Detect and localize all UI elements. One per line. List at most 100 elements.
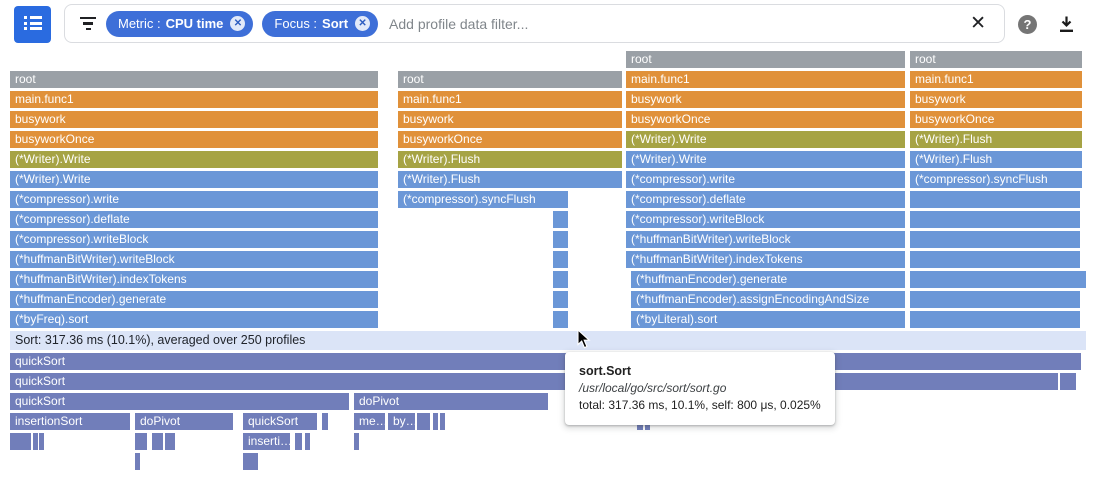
flame-bar[interactable]: (*Writer).Write xyxy=(10,171,378,188)
flame-bar[interactable]: quickSort xyxy=(10,393,349,410)
flame-bar[interactable]: inserti… xyxy=(243,433,290,450)
flame-bar[interactable] xyxy=(39,433,44,450)
flame-bar[interactable] xyxy=(910,291,1080,308)
flame-bar[interactable] xyxy=(553,311,568,328)
flame-bar[interactable]: quickSort xyxy=(10,373,1058,390)
flame-bar[interactable]: quickSort xyxy=(243,413,317,430)
flame-bar[interactable] xyxy=(295,433,302,450)
flame-bar[interactable] xyxy=(33,433,38,450)
flame-bar[interactable]: main.func1 xyxy=(398,91,622,108)
tooltip-stats: total: 317.36 ms, 10.1%, self: 800 μs, 0… xyxy=(579,398,821,412)
view-list-icon xyxy=(23,14,42,33)
help-icon[interactable]: ? xyxy=(1018,15,1037,34)
flame-bar[interactable] xyxy=(354,433,359,450)
filter-bar[interactable]: Metric : CPU time ✕ Focus : Sort ✕ ✕ xyxy=(64,4,1005,43)
flame-bar[interactable]: (*huffmanBitWriter).writeBlock xyxy=(10,251,378,268)
chip-close-icon[interactable]: ✕ xyxy=(230,16,246,31)
flame-bar[interactable] xyxy=(440,413,445,430)
filter-chip-focus[interactable]: Focus : Sort ✕ xyxy=(262,10,379,37)
flame-bar[interactable] xyxy=(248,453,253,470)
flame-bar[interactable]: main.func1 xyxy=(10,91,378,108)
flame-bar[interactable]: busyworkOnce xyxy=(398,131,622,148)
flame-bar[interactable]: busyworkOnce xyxy=(10,131,378,148)
flame-bar[interactable]: main.func1 xyxy=(910,71,1082,88)
flame-bar[interactable]: busywork xyxy=(398,111,622,128)
flame-bar[interactable]: (*Writer).Write xyxy=(626,131,905,148)
flame-bar[interactable]: main.func1 xyxy=(626,71,905,88)
flame-bar[interactable]: busyworkOnce xyxy=(626,111,905,128)
flame-bar[interactable] xyxy=(433,413,438,430)
flame-bar[interactable]: (*compressor).writeBlock xyxy=(626,211,905,228)
flame-bar[interactable]: busywork xyxy=(626,91,905,108)
flame-bar[interactable]: root xyxy=(10,71,378,88)
flame-bar[interactable]: (*compressor).write xyxy=(626,171,905,188)
flame-bar[interactable] xyxy=(417,413,430,430)
flame-bar[interactable] xyxy=(152,433,163,450)
chip-close-icon[interactable]: ✕ xyxy=(355,16,371,31)
flame-bar[interactable] xyxy=(170,433,175,450)
flame-bar[interactable] xyxy=(553,231,568,248)
flame-bar[interactable]: (*compressor).writeBlock xyxy=(10,231,378,248)
flame-bar[interactable] xyxy=(910,191,1080,208)
flame-bar[interactable] xyxy=(253,453,258,470)
flame-bar[interactable]: (*Writer).Write xyxy=(10,151,378,168)
flame-bar[interactable] xyxy=(910,271,1086,288)
toolbar: Metric : CPU time ✕ Focus : Sort ✕ ✕ ? xyxy=(0,0,1096,48)
flame-bar[interactable] xyxy=(1060,373,1076,390)
download-icon[interactable] xyxy=(1056,14,1077,34)
flame-bar[interactable]: (*huffmanBitWriter).indexTokens xyxy=(10,271,378,288)
profile-list-button[interactable] xyxy=(14,6,51,43)
filter-chip-metric[interactable]: Metric : CPU time ✕ xyxy=(106,10,254,37)
flame-bar[interactable]: busywork xyxy=(10,111,378,128)
flame-bar[interactable] xyxy=(135,433,147,450)
filter-input[interactable] xyxy=(387,14,958,33)
flame-bar[interactable]: (*byLiteral).sort xyxy=(631,311,905,328)
flame-bar[interactable]: insertionSort xyxy=(10,413,130,430)
focus-summary-row[interactable]: Sort: 317.36 ms (10.1%), averaged over 2… xyxy=(10,331,1086,350)
clear-filters-icon[interactable]: ✕ xyxy=(970,13,986,34)
flame-bar[interactable]: root xyxy=(626,51,905,68)
flame-bar[interactable] xyxy=(910,251,1080,268)
flame-bar[interactable]: (*compressor).write xyxy=(10,191,378,208)
flame-bar[interactable] xyxy=(305,433,310,450)
flame-bar[interactable] xyxy=(243,453,248,470)
flame-bar[interactable]: by… xyxy=(388,413,415,430)
flame-bar[interactable]: (*huffmanEncoder).assignEncodingAndSize xyxy=(631,291,905,308)
flame-bar[interactable]: (*compressor).syncFlush xyxy=(910,171,1082,188)
flame-bar[interactable] xyxy=(165,433,170,450)
flame-bar[interactable] xyxy=(553,271,568,288)
flame-bar[interactable]: (*Writer).Flush xyxy=(910,151,1082,168)
flame-bar[interactable] xyxy=(910,311,1080,328)
flame-bar[interactable]: busyworkOnce xyxy=(910,111,1082,128)
flame-bar[interactable]: doPivot xyxy=(354,393,548,410)
flame-bar[interactable]: (*huffmanEncoder).generate xyxy=(10,291,378,308)
flame-bar[interactable] xyxy=(910,231,1080,248)
flame-bar[interactable]: root xyxy=(910,51,1082,68)
flame-bar[interactable]: (*Writer).Write xyxy=(626,151,905,168)
flame-bar[interactable] xyxy=(553,211,568,228)
flame-bar[interactable]: (*Writer).Flush xyxy=(910,131,1082,148)
flame-bar[interactable]: root xyxy=(398,71,622,88)
flame-bar[interactable]: doPivot xyxy=(135,413,233,430)
flame-bar[interactable]: (*compressor).deflate xyxy=(10,211,378,228)
flame-bar[interactable]: (*Writer).Flush xyxy=(398,171,622,188)
flame-bar[interactable]: (*huffmanBitWriter).indexTokens xyxy=(626,251,905,268)
flame-bar[interactable] xyxy=(553,291,568,308)
flame-bar[interactable] xyxy=(135,453,140,470)
flame-bar[interactable]: quickSort xyxy=(10,353,1081,370)
flame-bar[interactable]: (*huffmanEncoder).generate xyxy=(631,271,905,288)
flame-bar[interactable]: (*Writer).Flush xyxy=(398,151,622,168)
flame-bar[interactable] xyxy=(322,413,328,430)
flame-bar[interactable]: (*huffmanBitWriter).writeBlock xyxy=(626,231,905,248)
flame-bar[interactable]: (*byFreq).sort xyxy=(10,311,378,328)
flame-bar[interactable] xyxy=(553,251,568,268)
flame-bar[interactable]: me… xyxy=(354,413,385,430)
chip-focus-value: Sort xyxy=(322,16,349,31)
flame-bar[interactable]: (*compressor).syncFlush xyxy=(398,191,568,208)
flame-bar[interactable] xyxy=(910,211,1080,228)
flame-bar[interactable]: (*compressor).deflate xyxy=(626,191,905,208)
mouse-cursor xyxy=(577,329,591,349)
flame-bar[interactable]: busywork xyxy=(910,91,1082,108)
flame-bar[interactable] xyxy=(10,433,31,450)
